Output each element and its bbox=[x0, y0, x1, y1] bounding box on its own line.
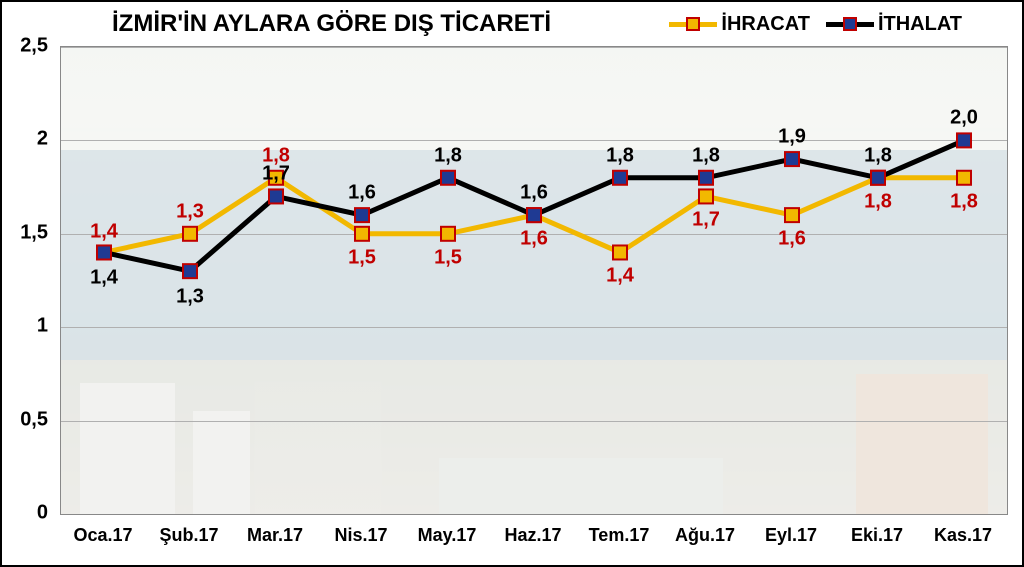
legend: İHRACAT İTHALAT bbox=[669, 13, 962, 36]
series-marker-i̇hracat bbox=[699, 189, 713, 203]
x-tick-label: Eki.17 bbox=[851, 525, 903, 546]
legend-item-ithalat: İTHALAT bbox=[826, 13, 962, 36]
y-tick-label: 2,5 bbox=[20, 35, 48, 58]
series-marker-i̇thalat bbox=[699, 171, 713, 185]
series-marker-i̇thalat bbox=[269, 189, 283, 203]
data-label-i̇hracat: 1,4 bbox=[604, 265, 636, 288]
legend-label-ithalat: İTHALAT bbox=[878, 13, 962, 36]
data-label-i̇thalat: 1,8 bbox=[604, 144, 636, 167]
series-marker-i̇thalat bbox=[785, 152, 799, 166]
chart-container: İZMİR'İN AYLARA GÖRE DIŞ TİCARETİ İHRACA… bbox=[0, 0, 1024, 567]
data-label-i̇thalat: 1,8 bbox=[690, 144, 722, 167]
chart-header: İZMİR'İN AYLARA GÖRE DIŞ TİCARETİ İHRACA… bbox=[2, 6, 1022, 42]
y-tick-label: 0,5 bbox=[20, 408, 48, 431]
series-marker-i̇hracat bbox=[613, 245, 627, 259]
chart-lines bbox=[61, 47, 1007, 514]
series-marker-i̇thalat bbox=[527, 208, 541, 222]
x-tick-label: Tem.17 bbox=[589, 525, 650, 546]
data-label-i̇thalat: 1,7 bbox=[260, 163, 292, 186]
legend-label-ihracat: İHRACAT bbox=[721, 13, 810, 36]
x-tick-label: Oca.17 bbox=[73, 525, 132, 546]
x-tick-label: Nis.17 bbox=[334, 525, 387, 546]
data-label-i̇hracat: 1,6 bbox=[776, 228, 808, 251]
series-marker-i̇thalat bbox=[183, 264, 197, 278]
series-marker-i̇hracat bbox=[355, 227, 369, 241]
data-label-i̇hracat: 1,4 bbox=[88, 221, 120, 244]
series-marker-i̇thalat bbox=[97, 245, 111, 259]
data-label-i̇thalat: 1,8 bbox=[862, 144, 894, 167]
data-label-i̇thalat: 1,4 bbox=[88, 267, 120, 290]
legend-item-ihracat: İHRACAT bbox=[669, 13, 810, 36]
series-marker-i̇hracat bbox=[183, 227, 197, 241]
x-tick-label: May.17 bbox=[418, 525, 477, 546]
series-marker-i̇thalat bbox=[355, 208, 369, 222]
chart-title: İZMİR'İN AYLARA GÖRE DIŞ TİCARETİ bbox=[112, 10, 551, 38]
series-marker-i̇thalat bbox=[613, 171, 627, 185]
data-label-i̇hracat: 1,3 bbox=[174, 200, 206, 223]
x-tick-label: Şub.17 bbox=[159, 525, 218, 546]
data-label-i̇thalat: 1,6 bbox=[346, 182, 378, 205]
plot-area: 1,4 1,3 1,8 1,5 1,5 1,6 1,4 1,7 1,6 1,8 1,8 1,4 1,3 1… bbox=[60, 46, 1008, 515]
data-label-i̇hracat: 1,8 bbox=[948, 190, 980, 213]
data-label-i̇thalat: 1,6 bbox=[518, 182, 550, 205]
x-tick-label: Kas.17 bbox=[934, 525, 992, 546]
data-label-i̇thalat: 1,8 bbox=[432, 144, 464, 167]
data-label-i̇hracat: 1,5 bbox=[346, 246, 378, 269]
x-tick-label: Ağu.17 bbox=[675, 525, 735, 546]
data-label-i̇hracat: 1,5 bbox=[432, 246, 464, 269]
series-marker-i̇hracat bbox=[785, 208, 799, 222]
legend-swatch-ithalat bbox=[826, 22, 874, 27]
data-label-i̇thalat: 1,9 bbox=[776, 126, 808, 149]
x-tick-label: Eyl.17 bbox=[765, 525, 817, 546]
series-marker-i̇thalat bbox=[441, 171, 455, 185]
data-label-i̇hracat: 1,6 bbox=[518, 228, 550, 251]
y-axis: 00,511,522,5 bbox=[2, 46, 56, 515]
y-tick-label: 2 bbox=[37, 128, 48, 151]
x-tick-label: Mar.17 bbox=[247, 525, 303, 546]
series-marker-i̇hracat bbox=[441, 227, 455, 241]
series-marker-i̇hracat bbox=[957, 171, 971, 185]
data-label-i̇hracat: 1,7 bbox=[690, 209, 722, 232]
x-tick-label: Haz.17 bbox=[504, 525, 561, 546]
y-tick-label: 1 bbox=[37, 315, 48, 338]
y-tick-label: 1,5 bbox=[20, 221, 48, 244]
data-label-i̇thalat: 1,3 bbox=[174, 286, 206, 309]
series-marker-i̇thalat bbox=[871, 171, 885, 185]
x-axis: Oca.17 Şub.17 Mar.17 Nis.17 May.17 Haz.17 Tem.… bbox=[60, 519, 1008, 565]
legend-swatch-ihracat bbox=[669, 22, 717, 27]
series-marker-i̇thalat bbox=[957, 133, 971, 147]
data-label-i̇thalat: 2,0 bbox=[948, 107, 980, 130]
y-tick-label: 0 bbox=[37, 502, 48, 525]
data-label-i̇hracat: 1,8 bbox=[862, 190, 894, 213]
